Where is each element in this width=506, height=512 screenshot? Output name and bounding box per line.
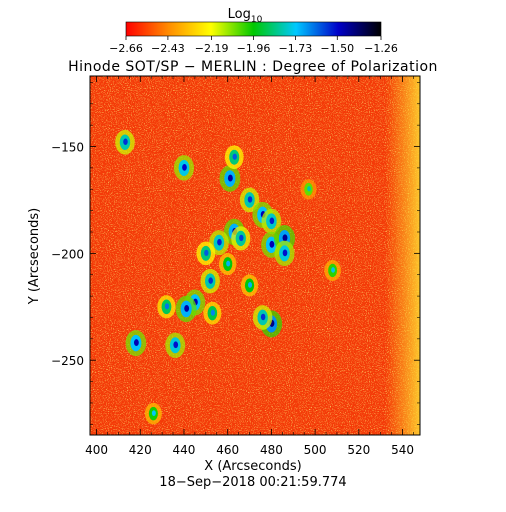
feature-peak	[307, 186, 311, 192]
feature-peak	[217, 238, 222, 246]
feature-peak	[331, 267, 336, 273]
feature-peak	[269, 240, 275, 248]
y-tick-label: −250	[51, 354, 84, 368]
x-tick-label: 400	[85, 443, 108, 457]
colorbar-label: Log10	[228, 7, 263, 25]
feature-peak	[210, 309, 215, 316]
feature-peak	[208, 277, 213, 284]
feature-peak	[184, 304, 190, 312]
x-tick-label: 500	[304, 443, 327, 457]
feature-peak	[151, 410, 156, 416]
colorbar-tick-label: −2.66	[109, 42, 143, 55]
feature-peak	[239, 234, 244, 242]
feature-peak	[133, 339, 139, 347]
x-tick-label: 520	[347, 443, 370, 457]
feature-peak	[226, 260, 231, 267]
feature-peak	[260, 313, 266, 321]
chart-timestamp: 18−Sep−2018 00:21:59.774	[159, 475, 346, 490]
y-axis-label: Y (Arcseconds)	[27, 208, 42, 305]
feature-peak	[247, 196, 253, 203]
feature-peak	[232, 153, 237, 160]
colorbar-gradient	[125, 21, 382, 37]
colorbar-tick-label: −2.19	[195, 42, 229, 55]
x-tick-label: 480	[260, 443, 283, 457]
x-tick-label: 460	[216, 443, 239, 457]
x-tick-label: 540	[391, 443, 414, 457]
plot-grain-red	[90, 76, 420, 435]
colorbar-ticks: −2.66 −2.43 −2.19 −1.96 −1.73 −1.50 −1.26	[109, 36, 398, 55]
feature-peak	[173, 341, 179, 349]
feature-peak	[282, 249, 288, 257]
feature-peak	[164, 303, 170, 310]
colorbar: Log10 −2.66 −2.43 −2.19 −1.96 −1.73 −1.50 −1.2…	[109, 7, 398, 55]
chart-title: Hinode SOT/SP − MERLIN : Degree of Polar…	[68, 59, 438, 75]
polarization-features	[115, 129, 341, 425]
y-tick-label: −150	[51, 141, 84, 155]
plot-frame	[89, 75, 421, 436]
x-tick-label: 420	[129, 443, 152, 457]
y-tick-label: −200	[51, 247, 84, 261]
colorbar-tick-label: −1.26	[364, 42, 398, 55]
feature-peak	[269, 217, 275, 225]
plot-bright-edge	[385, 76, 420, 435]
feature-peak	[227, 174, 233, 182]
x-axis: 400 420 440 460 480 500 520 540	[85, 76, 414, 457]
colorbar-tick-label: −1.73	[279, 42, 313, 55]
feature-peak	[204, 249, 209, 256]
colorbar-tick-label: −1.50	[320, 42, 354, 55]
x-tick-label: 440	[173, 443, 196, 457]
feature-peak	[182, 164, 187, 171]
feature-peak	[282, 234, 288, 242]
colorbar-tick-label: −1.96	[237, 42, 271, 55]
plot-area	[89, 75, 421, 436]
feature-peak	[248, 282, 253, 288]
y-axis: −150 −200 −250	[51, 82, 420, 425]
feature-peak	[123, 138, 128, 145]
x-axis-label: X (Arcseconds)	[204, 459, 301, 474]
colorbar-tick-label: −2.43	[151, 42, 185, 55]
